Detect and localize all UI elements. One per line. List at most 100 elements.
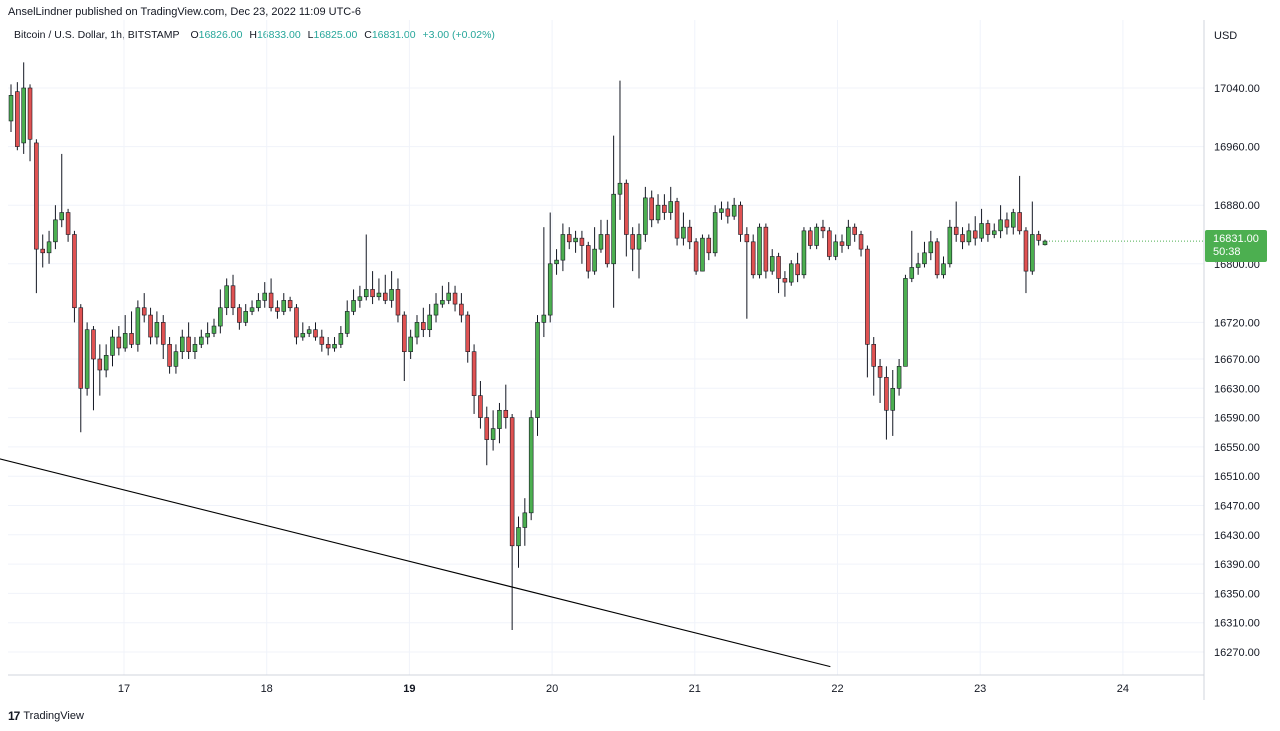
candle-body	[160, 322, 166, 345]
candle-body	[668, 201, 673, 213]
candle	[53, 205, 58, 250]
candle-body	[573, 237, 578, 243]
candle-body	[433, 303, 439, 316]
candle-body	[922, 252, 927, 265]
candle	[573, 230, 578, 253]
candle	[1004, 212, 1010, 235]
candle	[560, 223, 566, 272]
candle-body	[332, 344, 337, 349]
candle-body	[865, 248, 870, 345]
candle-body	[827, 230, 832, 257]
candle	[858, 230, 864, 257]
candle-body	[319, 336, 325, 345]
candle	[490, 410, 496, 451]
change-value: +3.00 (+0.02%)	[422, 29, 495, 41]
candle-body	[497, 409, 502, 429]
candle	[915, 252, 921, 275]
candle-body	[915, 263, 921, 268]
candle	[662, 194, 667, 220]
candle-body	[243, 311, 248, 323]
candle-body	[979, 223, 984, 239]
candle-body	[846, 226, 851, 246]
candle-body	[649, 197, 654, 221]
candle	[141, 293, 147, 323]
candle-body	[148, 314, 153, 338]
candle-body	[871, 344, 876, 367]
candle-body	[731, 204, 737, 217]
candle-body	[325, 344, 331, 349]
candle-body	[338, 333, 344, 345]
candle	[630, 227, 635, 272]
candle	[402, 311, 407, 381]
candle	[896, 359, 902, 396]
candle-body	[78, 307, 84, 389]
candle-body	[744, 234, 750, 243]
candle	[503, 384, 509, 429]
candle-body	[408, 336, 413, 352]
candle	[224, 278, 229, 316]
time-axis: 17 18 19 20 21 22 23 24	[118, 683, 1129, 695]
candle-body	[249, 307, 255, 312]
candle-body	[833, 241, 838, 257]
candle	[808, 227, 813, 250]
candle	[395, 278, 401, 323]
candle	[941, 256, 946, 279]
candle	[509, 413, 515, 631]
candle-body	[27, 87, 33, 140]
candle	[643, 186, 648, 242]
price-tick-label: 16510.00	[1214, 471, 1260, 483]
candle	[725, 201, 731, 224]
candle-body	[509, 417, 515, 547]
candle-body	[681, 226, 686, 239]
price-tick-label: 16960.00	[1214, 142, 1260, 154]
candle-body	[776, 256, 781, 279]
candle-body	[560, 234, 566, 261]
candle	[1011, 208, 1016, 235]
candle	[211, 318, 217, 338]
candle-body	[262, 292, 268, 301]
candle	[1036, 230, 1041, 246]
candle-body	[624, 182, 629, 235]
time-tick-label: 21	[689, 683, 701, 695]
candle	[909, 230, 915, 283]
time-tick-label: 17	[118, 683, 130, 695]
candle	[871, 337, 876, 396]
candle-body	[275, 307, 280, 312]
candle	[966, 223, 972, 246]
candle	[27, 84, 33, 162]
candle	[389, 271, 394, 308]
candle	[649, 190, 654, 228]
footer-brand[interactable]: 17 TradingView	[8, 709, 84, 723]
candle-body	[636, 234, 642, 250]
candle-body	[414, 322, 420, 338]
candle	[928, 230, 934, 261]
candle-body	[281, 300, 287, 312]
last-price-value: 16831.00	[1213, 233, 1259, 245]
candle	[712, 205, 718, 257]
candle-body	[839, 241, 845, 246]
candle	[15, 82, 20, 151]
time-tick-label: 24	[1117, 683, 1129, 695]
candle-body	[186, 336, 191, 352]
candle	[693, 238, 699, 275]
candle	[262, 282, 268, 308]
candle-body	[630, 234, 635, 250]
price-tick-label: 17040.00	[1214, 83, 1260, 95]
candle	[681, 212, 686, 246]
candle	[332, 337, 337, 352]
price-tick-label: 16670.00	[1214, 354, 1260, 366]
candle	[256, 293, 261, 312]
candle	[554, 249, 559, 275]
candle-body	[1017, 212, 1022, 232]
candle-body	[40, 248, 45, 254]
candle-body	[34, 142, 39, 250]
candle	[934, 238, 940, 279]
candle	[294, 304, 299, 345]
candle-body	[294, 307, 299, 338]
candle	[769, 249, 775, 275]
candle-body	[585, 245, 591, 272]
candle-body	[941, 263, 946, 276]
candle-body	[655, 204, 661, 221]
candle	[827, 227, 832, 261]
